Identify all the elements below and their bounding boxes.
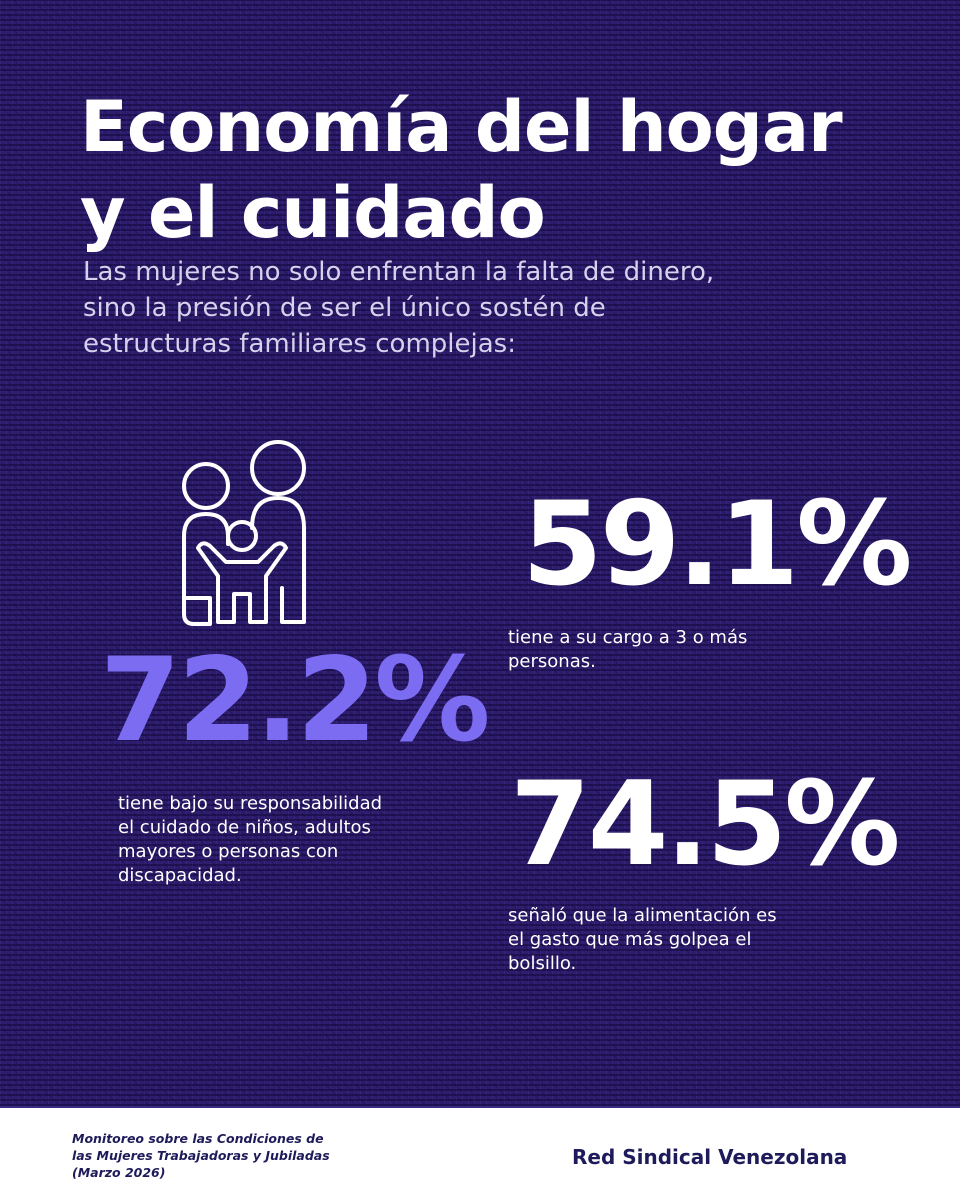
stat-care-desc-line-1: tiene bajo su responsabilidad: [118, 793, 382, 814]
stat-care-desc-line-3: mayores o personas con: [118, 841, 338, 862]
title-line-2: y el cuidado: [80, 172, 545, 254]
title-line-1: Economía del hogar: [80, 86, 842, 168]
stat-care-desc-line-2: el cuidado de niños, adultos: [118, 817, 371, 838]
footer-source-line-2: las Mujeres Trabajadoras y Jubiladas: [72, 1148, 330, 1163]
stat-dependents-desc-line-1: tiene a su cargo a 3 o más: [508, 627, 747, 648]
subtitle-line-1: Las mujeres no solo enfrentan la falta d…: [83, 257, 714, 287]
stat-care-value: 72.2%: [100, 636, 487, 766]
stat-food-value: 74.5%: [510, 760, 897, 890]
stat-food-desc-line-2: el gasto que más golpea el: [508, 929, 751, 950]
stat-care-desc-line-4: discapacidad.: [118, 865, 242, 886]
stat-care-description: tiene bajo su responsabilidad el cuidado…: [118, 792, 418, 888]
stat-dependents-description: tiene a su cargo a 3 o más personas.: [508, 626, 808, 674]
stat-food-desc-line-1: señaló que la alimentación es: [508, 905, 777, 926]
footer-organization: Red Sindical Venezolana: [572, 1144, 847, 1170]
footer-source-line-1: Monitoreo sobre las Condiciones de: [72, 1131, 324, 1146]
page-title: Economía del hogar y el cuidado: [80, 84, 880, 256]
stat-dependents-desc-line-2: personas.: [508, 651, 596, 672]
poster-background: Economía del hogar y el cuidado Las muje…: [0, 0, 960, 1106]
stat-dependents-value: 59.1%: [522, 480, 909, 610]
family-icon: [176, 438, 316, 634]
subtitle-line-3: estructuras familiares complejas:: [83, 329, 516, 359]
footer: Monitoreo sobre las Condiciones de las M…: [0, 1106, 960, 1200]
footer-source-line-3: (Marzo 2026): [72, 1165, 165, 1180]
subtitle-line-2: sino la presión de ser el único sostén d…: [83, 293, 606, 323]
stat-food-description: señaló que la alimentación es el gasto q…: [508, 904, 808, 976]
footer-source: Monitoreo sobre las Condiciones de las M…: [72, 1130, 352, 1181]
subtitle: Las mujeres no solo enfrentan la falta d…: [83, 254, 843, 362]
stat-food-desc-line-3: bolsillo.: [508, 953, 576, 974]
